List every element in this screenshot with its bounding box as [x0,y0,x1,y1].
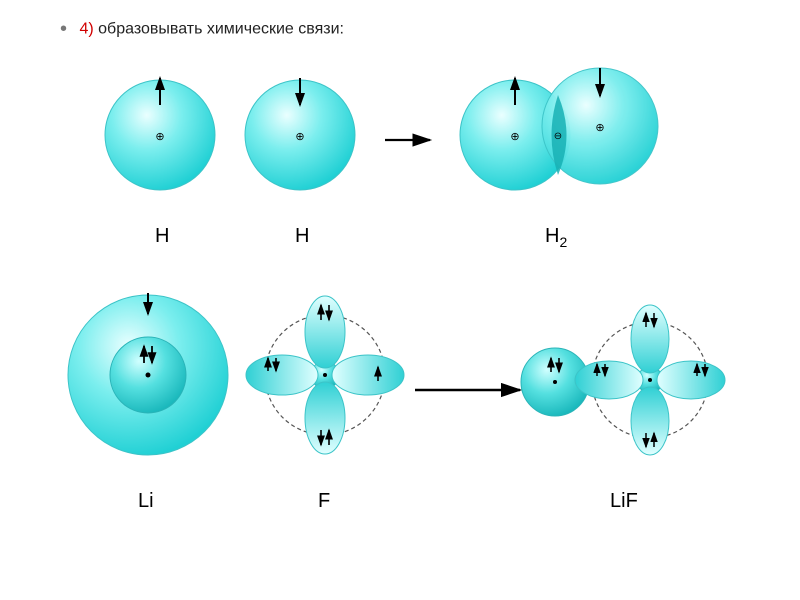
label-h2: H2 [545,225,567,250]
svg-text:⊕: ⊕ [295,131,304,143]
lif-molecule [521,305,725,455]
row2-group [68,293,725,455]
svg-text:⊖: ⊖ [554,131,562,142]
label-f: F [318,490,330,513]
label-lif: LiF [610,490,638,513]
label-h-2: H [295,225,309,248]
f-atom [246,296,404,454]
label-li: Li [138,490,154,513]
svg-text:⊕: ⊕ [510,131,519,143]
label-h2-sub: 2 [559,234,567,250]
svg-text:⊕: ⊕ [595,122,604,134]
li-atom [68,293,228,455]
svg-text:⊕: ⊕ [155,131,164,143]
label-h-1: H [155,225,169,248]
label-h2-text: H [545,225,559,247]
h2-molecule: ⊕ ⊕ ⊖ [460,68,658,190]
h-atom-1: ⊕ [105,78,215,190]
row1-group: ⊕ ⊕ ⊕ ⊕ ⊖ [105,68,658,190]
diagram-canvas: ⊕ ⊕ ⊕ ⊕ ⊖ [0,0,800,600]
h-atom-2: ⊕ [245,78,355,190]
